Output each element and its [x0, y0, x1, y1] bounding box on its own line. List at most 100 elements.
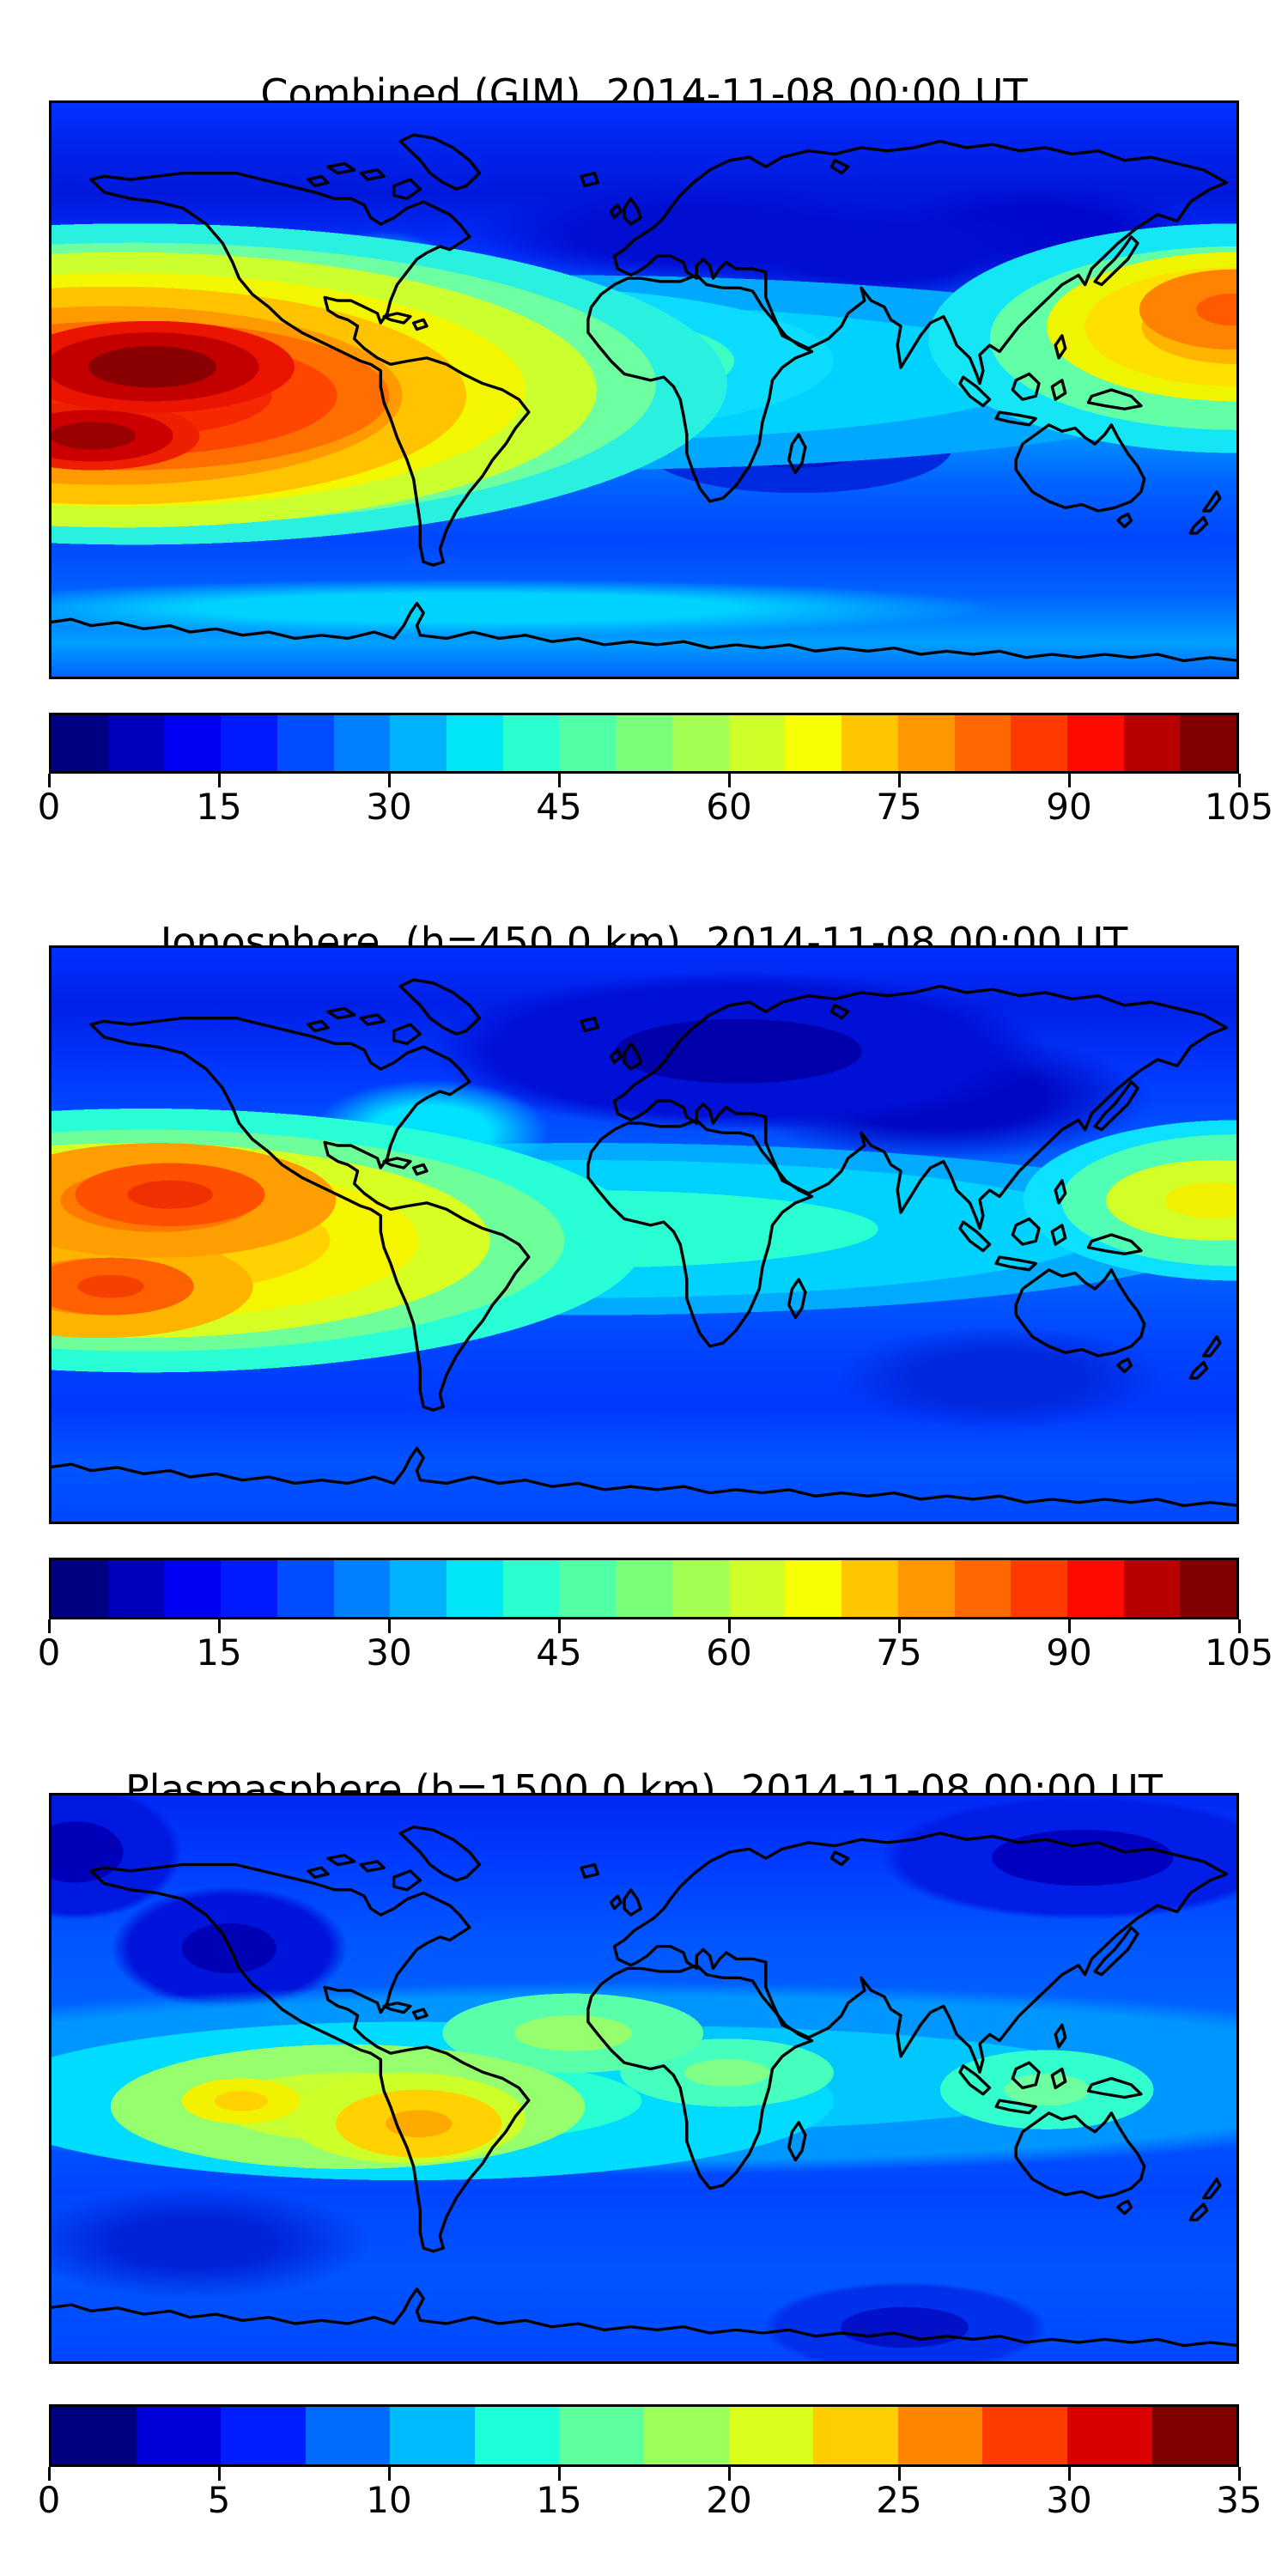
colorbar-tick-mark	[897, 774, 901, 787]
colorbar-segment	[785, 1560, 842, 1617]
coastline-overlay	[52, 1825, 1236, 2348]
colorbar-segment	[1011, 1560, 1067, 1617]
colorbar-segment	[447, 1560, 503, 1617]
colorbar-segment	[390, 1560, 447, 1617]
colorbar-segment	[1180, 1560, 1237, 1617]
colorbar-segment	[136, 2407, 222, 2464]
colorbar-segment	[107, 715, 165, 771]
colorbar	[49, 1558, 1239, 1619]
colorbar-segment	[1151, 2407, 1237, 2464]
colorbar-tick-label: 45	[536, 786, 582, 828]
colorbar-tick-label: 5	[207, 2479, 231, 2521]
colorbar-tick-label: 15	[196, 1631, 242, 1674]
colorbar-tick-mark	[897, 2467, 901, 2481]
colorbar-tick-label: 20	[706, 2479, 752, 2521]
colorbar-segment	[276, 1560, 334, 1617]
colorbar-segment	[785, 715, 842, 771]
coastline-overlay	[52, 133, 1236, 663]
colorbar-segment	[897, 715, 955, 771]
colorbar-tick-mark	[727, 774, 731, 787]
colorbar-tick-label: 90	[1046, 1631, 1092, 1674]
colorbar-segment	[728, 715, 786, 771]
colorbar-segment	[107, 1560, 165, 1617]
colorbar-segment	[644, 2407, 729, 2464]
colorbar-tick-mark	[387, 2467, 391, 2481]
colorbar-tick-label: 60	[706, 786, 752, 828]
colorbar-segment	[164, 1560, 222, 1617]
colorbar-segment	[52, 715, 108, 771]
colorbar-tick-mark	[47, 774, 51, 787]
colorbar-segment	[447, 715, 503, 771]
colorbar-tick-mark	[897, 1619, 901, 1633]
colorbar-segment	[502, 1560, 560, 1617]
colorbar-axis: 0 5 10 15 20 25 30 35	[38, 2467, 1262, 2536]
colorbar-segment	[954, 715, 1012, 771]
colorbar-tick-mark	[217, 1619, 221, 1633]
colorbar-segment	[333, 1560, 391, 1617]
colorbar-tick-mark	[217, 774, 221, 787]
colorbar-tick-label: 60	[706, 1631, 752, 1674]
colorbar-segment	[1180, 715, 1237, 771]
colorbar-segment	[616, 715, 672, 771]
colorbar-tick-label: 105	[1204, 1631, 1274, 1674]
colorbar-tick-label: 25	[876, 2479, 922, 2521]
colorbar-tick-mark	[387, 774, 391, 787]
colorbar-tick-label: 0	[37, 1631, 61, 1674]
colorbar-axis: 0 15 30 45 60 75 90 105	[38, 774, 1273, 842]
tec-contour-field	[52, 103, 1236, 677]
colorbar-tick-label: 75	[876, 1631, 922, 1674]
colorbar-segment	[221, 1560, 277, 1617]
colorbar-axis: 0 15 30 45 60 75 90 105	[38, 1619, 1273, 1688]
colorbar-segment	[1066, 715, 1124, 771]
colorbar-tick-mark	[47, 2467, 51, 2481]
map-ionosphere	[49, 945, 1239, 1524]
colorbar-tick-mark	[557, 2467, 561, 2481]
colorbar-segment	[390, 2407, 475, 2464]
colorbar-tick-mark	[557, 774, 561, 787]
colorbar-segment	[221, 715, 277, 771]
colorbar-tick-label: 30	[366, 1631, 412, 1674]
colorbar-tick-mark	[1237, 2467, 1241, 2481]
colorbar-segment	[474, 2407, 560, 2464]
colorbar-segment	[813, 2407, 898, 2464]
colorbar-segment	[841, 715, 898, 771]
colorbar-tick-mark	[1237, 774, 1241, 787]
colorbar-tick-label: 0	[37, 786, 61, 828]
colorbar-segment	[1066, 1560, 1124, 1617]
colorbar-tick-mark	[387, 1619, 391, 1633]
colorbar-tick-label: 30	[1046, 2479, 1092, 2521]
colorbar-tick-label: 15	[196, 786, 242, 828]
coastline-overlay	[52, 978, 1236, 1508]
colorbar-tick-label: 10	[366, 2479, 412, 2521]
colorbar-tick-mark	[47, 1619, 51, 1633]
colorbar	[49, 713, 1239, 774]
colorbar-segment	[502, 715, 560, 771]
colorbar-segment	[559, 715, 617, 771]
colorbar-tick-mark	[557, 1619, 561, 1633]
colorbar-segment	[671, 715, 729, 771]
colorbar-segment	[897, 1560, 955, 1617]
colorbar-segment	[559, 2407, 645, 2464]
colorbar-segment	[305, 2407, 391, 2464]
colorbar-segment	[333, 715, 391, 771]
colorbar-tick-mark	[1067, 774, 1071, 787]
colorbar-segment	[728, 1560, 786, 1617]
colorbar-tick-mark	[727, 1619, 731, 1633]
colorbar-segment	[1123, 715, 1181, 771]
colorbar-segment	[897, 2407, 983, 2464]
colorbar-tick-label: 90	[1046, 786, 1092, 828]
colorbar-segment	[982, 2407, 1067, 2464]
colorbar-segment	[841, 1560, 898, 1617]
colorbar-tick-mark	[1237, 1619, 1241, 1633]
colorbar-segment	[221, 2407, 306, 2464]
colorbar-segment	[1011, 715, 1067, 771]
colorbar-tick-label: 30	[366, 786, 412, 828]
colorbar-segment	[1123, 1560, 1181, 1617]
colorbar-segment	[52, 2407, 137, 2464]
colorbar-segment	[276, 715, 334, 771]
colorbar-segment	[164, 715, 222, 771]
colorbar-tick-label: 75	[876, 786, 922, 828]
colorbar-segment	[390, 715, 447, 771]
colorbar-tick-mark	[217, 2467, 221, 2481]
